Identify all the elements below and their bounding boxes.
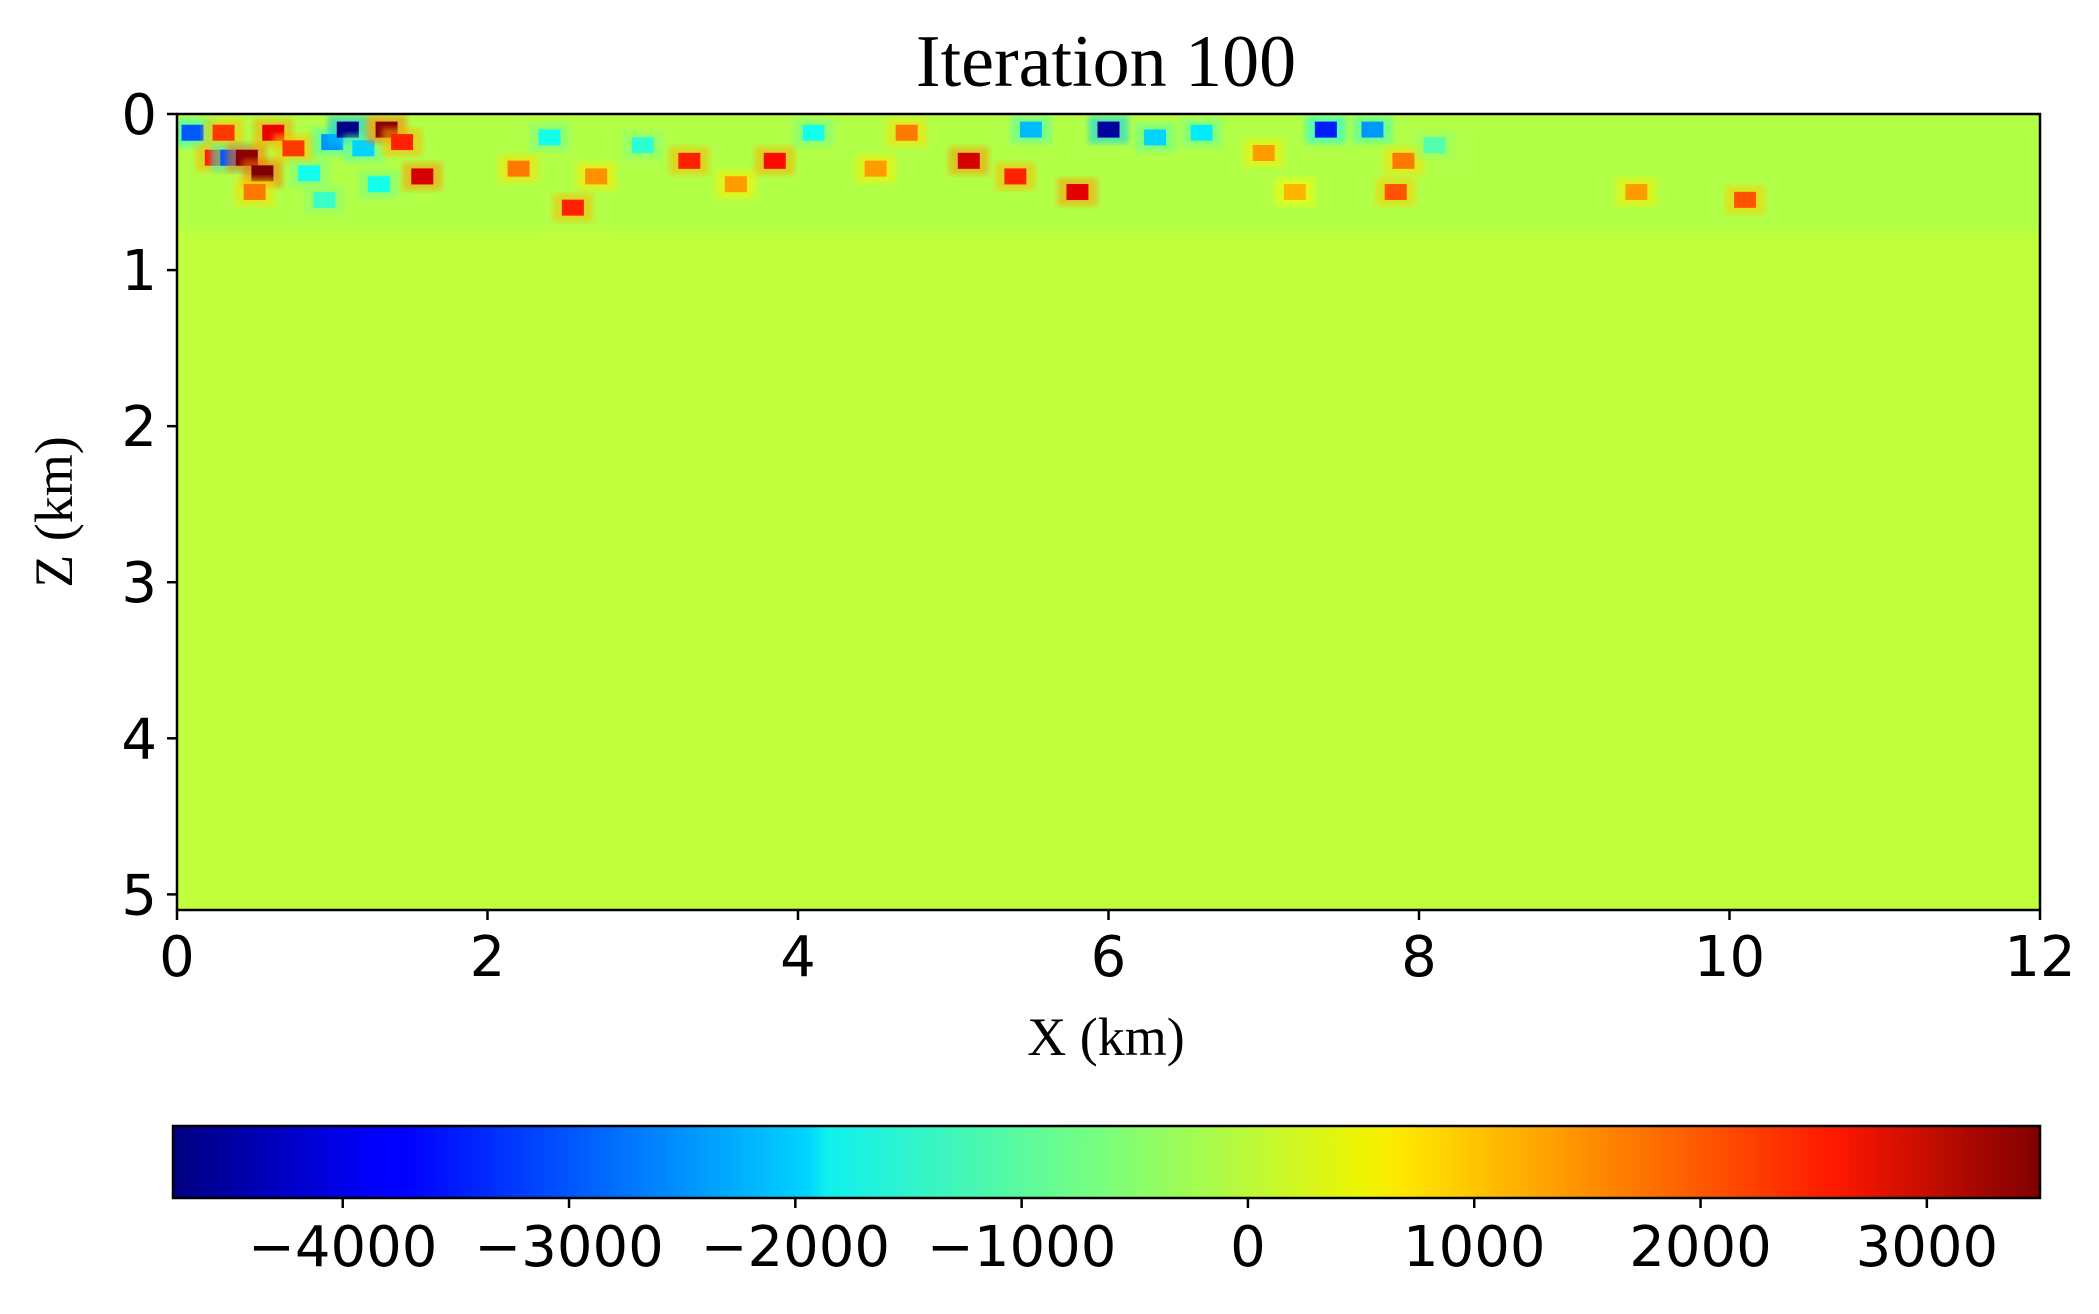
heatmap-anomaly: [631, 137, 654, 154]
heatmap-anomaly: [1625, 184, 1648, 201]
heatmap-anomaly: [1392, 152, 1415, 169]
heatmap-anomaly: [561, 199, 584, 216]
heatmap-anomaly: [1097, 121, 1120, 138]
heatmap-anomaly: [282, 140, 305, 157]
heatmap-background: [177, 114, 2040, 910]
colorbar-tick-label: −2000: [701, 1215, 890, 1280]
x-tick-label: 0: [159, 925, 195, 990]
heatmap-anomaly: [1734, 191, 1757, 208]
heatmap-anomaly: [585, 168, 608, 185]
heatmap-anomaly: [297, 165, 320, 182]
heatmap-anomaly: [538, 129, 561, 146]
heatmap-anomaly: [1283, 184, 1306, 201]
y-tick-label: 1: [121, 239, 157, 304]
heatmap-anomaly: [1361, 121, 1384, 138]
heatmap-anomaly: [1019, 121, 1042, 138]
heatmap-anomaly: [763, 152, 786, 169]
x-tick-label: 4: [780, 925, 816, 990]
colorbar-gradient: [173, 1126, 2040, 1198]
y-tick-label: 3: [121, 551, 157, 616]
y-axis-label: Z (km): [24, 436, 84, 587]
colorbar-tick-label: −3000: [474, 1215, 663, 1280]
x-tick-label: 8: [1401, 925, 1437, 990]
y-axis-ticks: 0 1 2 3 4 5: [121, 83, 177, 928]
heatmap-anomaly: [724, 176, 747, 193]
x-tick-label: 10: [1694, 925, 1765, 990]
x-axis-label: X (km): [1027, 1007, 1184, 1067]
heatmap-anomaly: [957, 152, 980, 169]
heatmap-anomaly: [678, 152, 701, 169]
heatmap-anomaly: [251, 165, 274, 182]
heatmap-anomaly: [1314, 121, 1337, 138]
x-tick-label: 12: [2004, 925, 2075, 990]
heatmap-anomaly: [411, 168, 434, 185]
y-tick-label: 4: [121, 707, 157, 772]
colorbar: −4000 −3000 −2000 −1000 0 1000 2000 3000: [171, 1124, 2042, 1280]
heatmap-anomaly: [367, 176, 390, 193]
y-tick-label: 0: [121, 83, 157, 148]
chart-title: Iteration 100: [916, 21, 1296, 103]
heatmap-anomaly: [391, 134, 414, 151]
heatmap-anomaly: [864, 160, 887, 177]
heatmap-anomaly: [243, 184, 266, 201]
heatmap-anomaly: [181, 124, 204, 141]
heatmap-anomaly: [1066, 184, 1089, 201]
heatmap-anomaly: [802, 124, 825, 141]
heatmap-anomaly: [352, 140, 375, 157]
heatmap-anomalies: [177, 114, 2040, 232]
colorbar-tick-label: −1000: [927, 1215, 1116, 1280]
heatmap-anomaly: [1190, 124, 1213, 141]
colorbar-tick-label: 0: [1230, 1215, 1266, 1280]
heatmap-anomaly: [313, 191, 336, 208]
colorbar-tick-label: 3000: [1856, 1215, 1999, 1280]
heatmap-anomaly: [1004, 168, 1027, 185]
colorbar-frame: [171, 1124, 2042, 1200]
colorbar-ticks: −4000 −3000 −2000 −1000 0 1000 2000 3000: [248, 1198, 1998, 1280]
colorbar-tick-label: 2000: [1629, 1215, 1772, 1280]
x-tick-label: 6: [1091, 925, 1127, 990]
heatmap-anomaly: [336, 121, 359, 138]
colorbar-tick-label: −4000: [248, 1215, 437, 1280]
y-tick-label: 2: [121, 395, 157, 460]
x-axis-ticks: 0 2 4 6 8 10 12: [159, 910, 2076, 990]
heatmap-anomaly: [1144, 129, 1167, 146]
heatmap-anomaly: [1252, 145, 1275, 162]
heatmap-plot-area: [175, 112, 2042, 912]
heatmap-anomaly: [895, 124, 918, 141]
heatmap-anomaly: [507, 160, 530, 177]
colorbar-tick-label: 1000: [1403, 1215, 1546, 1280]
heatmap-anomaly: [1423, 137, 1446, 154]
x-tick-label: 2: [470, 925, 506, 990]
heatmap-anomaly: [1384, 184, 1407, 201]
y-tick-label: 5: [121, 863, 157, 928]
heatmap-anomaly: [212, 124, 235, 141]
